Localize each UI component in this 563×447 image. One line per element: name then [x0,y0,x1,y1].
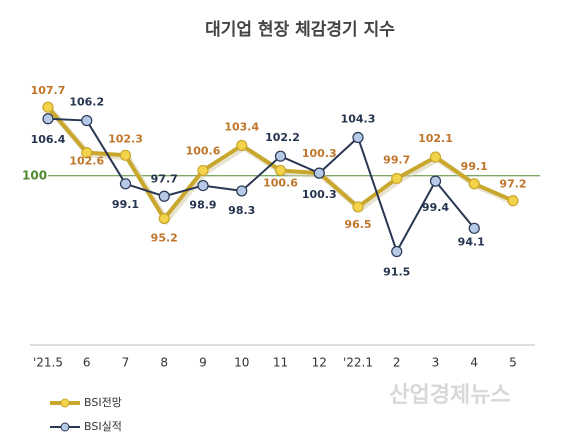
value-label: 91.5 [383,265,410,278]
point [429,175,442,187]
value-label: 97.2 [499,178,526,191]
watermark: 산업경제뉴스 [389,383,510,408]
point [468,178,480,190]
point [313,167,325,179]
value-label: 98.9 [189,199,216,212]
series-line [47,117,476,253]
value-label: 103.4 [224,121,259,134]
legend-marker [60,398,70,408]
x-tick-label: 8 [160,356,168,370]
value-label: 94.1 [458,235,485,248]
point [197,179,209,192]
value-label: 99.1 [461,160,488,173]
value-label: 99.7 [383,153,410,166]
point [42,113,54,125]
point [81,147,93,159]
point [42,101,54,113]
value-label: 99.4 [422,201,449,214]
point [119,178,132,190]
value-label: 102.1 [418,132,453,145]
value-label: 107.7 [31,84,66,97]
value-label: 97.7 [151,172,178,185]
point [391,172,403,185]
point [352,131,364,144]
x-tick-label: 5 [509,356,517,370]
x-tick-label: 7 [122,356,130,370]
value-label: 102.6 [69,155,104,168]
point [352,201,364,213]
point [197,164,209,177]
value-label: 100.3 [302,188,337,201]
point [429,151,442,163]
legend-marker [60,422,70,432]
point [158,212,170,225]
x-tick-label: 2 [393,356,401,370]
x-tick-label: 6 [83,356,91,370]
value-label: 102.3 [108,132,143,145]
point [391,245,403,258]
value-label: 98.3 [228,204,255,217]
x-tick-label: '22.1 [343,356,373,370]
value-label: 106.4 [31,133,66,146]
value-label: 100.3 [302,147,337,160]
point [158,190,170,202]
reference-label: 100 [22,168,47,182]
point [236,185,248,197]
x-tick-label: 11 [273,356,288,370]
point [236,139,248,152]
x-tick-label: 4 [470,356,478,370]
point [468,222,480,234]
value-label: 102.2 [265,131,300,144]
x-tick-label: 3 [432,356,440,370]
legend-label: BSI실적 [84,420,122,433]
point [119,149,132,161]
x-tick-label: 9 [199,356,207,370]
value-label: 96.5 [344,218,371,231]
x-tick-label: '21.5 [33,356,63,370]
point [81,114,93,127]
point [274,150,287,162]
value-label: 100.6 [263,176,298,189]
value-label: 106.2 [69,96,104,109]
point [274,164,287,177]
value-label: 99.1 [112,198,139,211]
value-label: 95.2 [151,232,178,245]
chart-title: 대기업 현장 체감경기 지수 [205,20,395,40]
x-tick-label: 10 [234,356,249,370]
value-label: 100.6 [186,144,221,157]
point [507,195,519,207]
value-label: 104.3 [341,112,376,125]
legend-label: BSI전망 [84,396,122,409]
x-tick-label: 12 [312,356,327,370]
